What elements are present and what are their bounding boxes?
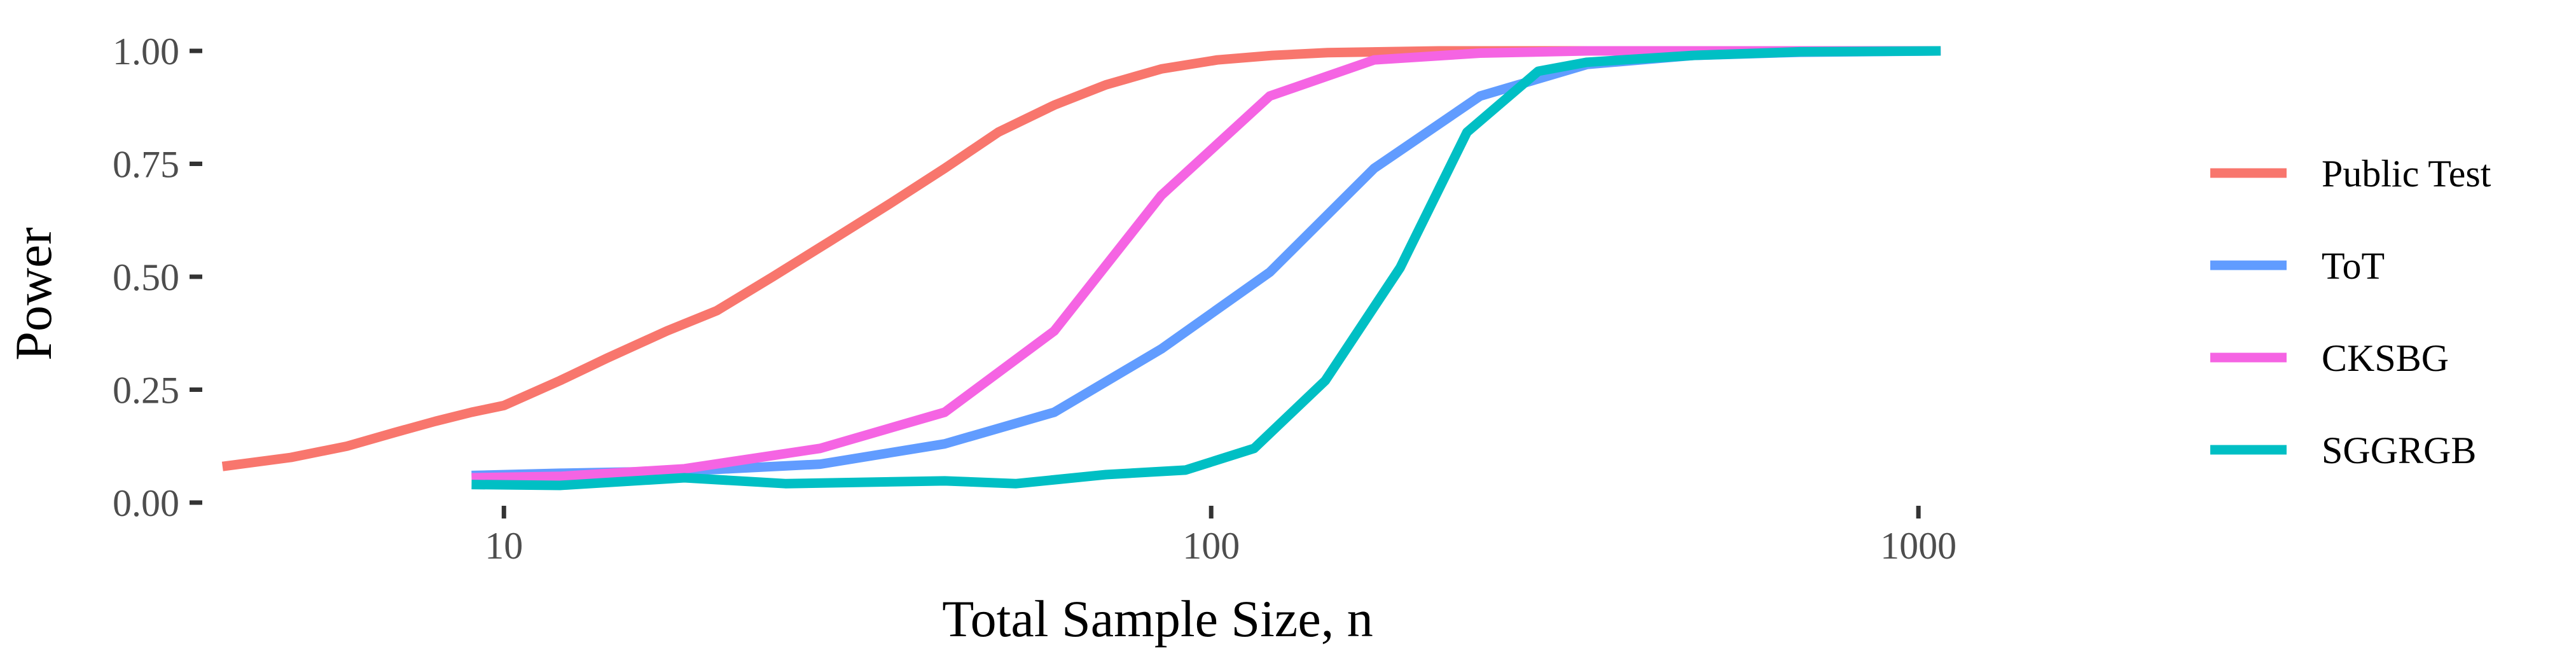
y-axis: 0.00 0.25 0.50 0.75 1.00 xyxy=(113,31,202,524)
data-point-3-13 xyxy=(1582,57,1592,67)
plot-area xyxy=(218,46,1946,491)
data-point-3-7 xyxy=(1181,465,1190,475)
legend: Public Test ToT CKSBG SGGRGB xyxy=(2210,153,2491,471)
y-tick-label-0: 0.00 xyxy=(113,482,179,524)
data-point-2-3 xyxy=(815,443,825,453)
data-point-2-8 xyxy=(1369,55,1379,65)
data-point-0-10 xyxy=(712,306,722,316)
x-tick-label-2: 1000 xyxy=(1880,525,1956,567)
data-point-0-9 xyxy=(662,326,672,336)
data-point-0-0 xyxy=(218,462,227,471)
data-point-3-9 xyxy=(1320,376,1330,386)
data-point-3-0 xyxy=(467,480,476,489)
legend-label-1: ToT xyxy=(2322,245,2385,287)
data-point-0-14 xyxy=(940,164,950,173)
data-point-0-16 xyxy=(1049,101,1059,110)
data-point-0-4 xyxy=(431,417,440,426)
data-point-2-2 xyxy=(680,464,689,473)
data-point-1-9 xyxy=(1476,92,1485,101)
data-point-2-7 xyxy=(1265,92,1275,101)
legend-item-2: CKSBG xyxy=(2210,337,2449,379)
y-tick-label-4: 1.00 xyxy=(113,31,179,73)
data-point-3-8 xyxy=(1249,443,1259,453)
data-point-0-12 xyxy=(826,236,836,246)
series-tot xyxy=(471,46,1941,480)
data-point-2-9 xyxy=(1476,48,1485,58)
data-point-1-3 xyxy=(815,459,825,469)
data-point-3-15 xyxy=(1795,47,1804,57)
data-point-0-8 xyxy=(602,353,612,363)
data-point-3-12 xyxy=(1534,67,1543,76)
series-line-0 xyxy=(221,46,1941,471)
legend-label-0: Public Test xyxy=(2322,153,2491,195)
y-axis-title: Power xyxy=(4,227,62,361)
series-line-1 xyxy=(471,46,1941,480)
data-point-3-4 xyxy=(940,476,950,485)
data-point-3-1 xyxy=(555,481,565,491)
y-tick-label-3: 0.75 xyxy=(113,144,179,186)
data-point-3-16 xyxy=(1936,46,1946,56)
data-point-0-19 xyxy=(1212,55,1222,65)
data-point-2-6 xyxy=(1156,191,1166,200)
data-point-2-4 xyxy=(940,408,950,417)
series-sggrgb xyxy=(467,46,1946,491)
data-point-0-11 xyxy=(768,272,778,282)
data-point-2-1 xyxy=(555,471,565,481)
x-axis-title: Total Sample Size, n xyxy=(942,590,1373,648)
data-point-3-6 xyxy=(1101,470,1111,480)
data-point-0-15 xyxy=(994,127,1003,137)
series-public-test xyxy=(218,46,1941,471)
legend-item-3: SGGRGB xyxy=(2210,429,2476,471)
data-point-0-18 xyxy=(1156,64,1166,74)
series-cksbg xyxy=(471,46,1941,483)
series-line-2 xyxy=(471,46,1941,483)
data-point-2-10 xyxy=(1582,46,1592,56)
data-point-0-3 xyxy=(390,428,399,438)
legend-label-2: CKSBG xyxy=(2322,337,2449,379)
data-point-3-10 xyxy=(1395,263,1405,272)
x-tick-label-1: 100 xyxy=(1182,525,1240,567)
data-point-2-5 xyxy=(1049,326,1059,336)
data-point-0-5 xyxy=(467,408,476,417)
data-point-0-6 xyxy=(499,401,509,410)
data-point-3-3 xyxy=(780,479,790,489)
x-axis: 10 100 1000 xyxy=(485,506,1956,567)
y-tick-label-2: 0.50 xyxy=(113,256,179,298)
data-point-3-11 xyxy=(1462,127,1472,137)
data-point-1-7 xyxy=(1265,267,1275,277)
legend-item-1: ToT xyxy=(2210,245,2385,287)
data-point-0-2 xyxy=(342,442,352,451)
y-tick-label-1: 0.25 xyxy=(113,370,179,412)
data-point-1-8 xyxy=(1369,164,1379,173)
x-tick-label-0: 10 xyxy=(485,525,523,567)
data-point-3-14 xyxy=(1688,51,1698,60)
data-point-0-21 xyxy=(1323,48,1333,57)
legend-item-0: Public Test xyxy=(2210,153,2491,195)
data-point-3-2 xyxy=(680,473,689,483)
data-point-1-6 xyxy=(1156,344,1166,354)
series-line-3 xyxy=(471,46,1941,491)
data-point-1-4 xyxy=(940,439,950,449)
data-point-0-20 xyxy=(1268,51,1277,60)
data-point-3-5 xyxy=(1011,479,1021,489)
data-point-0-17 xyxy=(1101,80,1111,90)
legend-label-3: SGGRGB xyxy=(2322,429,2476,471)
data-point-0-7 xyxy=(555,376,565,386)
data-point-1-5 xyxy=(1049,408,1059,417)
data-point-0-13 xyxy=(884,200,894,209)
data-point-0-1 xyxy=(286,453,296,463)
